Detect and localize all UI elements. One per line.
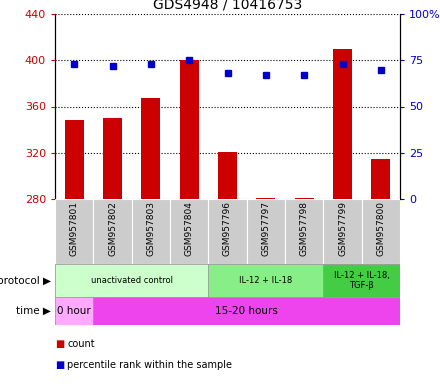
Bar [55, 199, 93, 264]
Bar [285, 199, 323, 264]
Text: protocol ▶: protocol ▶ [0, 275, 51, 285]
Bar [323, 264, 400, 297]
Text: 15-20 hours: 15-20 hours [215, 306, 278, 316]
Bar [208, 199, 247, 264]
Bar [208, 264, 323, 297]
Bar [218, 152, 237, 199]
Text: GSM957798: GSM957798 [300, 201, 309, 256]
Text: GSM957799: GSM957799 [338, 201, 347, 256]
Text: percentile rank within the sample: percentile rank within the sample [67, 360, 232, 370]
Text: IL-12 + IL-18: IL-12 + IL-18 [239, 276, 293, 285]
Text: IL-12 + IL-18,
TGF-β: IL-12 + IL-18, TGF-β [334, 271, 389, 290]
Text: time ▶: time ▶ [16, 306, 51, 316]
Bar [371, 159, 390, 199]
Title: GDS4948 / 10416753: GDS4948 / 10416753 [153, 0, 302, 12]
Bar [333, 49, 352, 199]
Text: 0 hour: 0 hour [57, 306, 91, 316]
Bar [362, 199, 400, 264]
Bar [65, 120, 84, 199]
Bar [247, 199, 285, 264]
Bar [93, 199, 132, 264]
Bar [93, 297, 400, 325]
Text: GSM957796: GSM957796 [223, 201, 232, 256]
Text: ■: ■ [55, 339, 64, 349]
Text: GSM957802: GSM957802 [108, 201, 117, 256]
Bar [103, 118, 122, 199]
Bar [256, 198, 275, 199]
Bar [170, 199, 208, 264]
Text: unactivated control: unactivated control [91, 276, 172, 285]
Bar [323, 199, 362, 264]
Bar [132, 199, 170, 264]
Text: GSM957800: GSM957800 [376, 201, 385, 256]
Bar [180, 60, 199, 199]
Bar [141, 98, 161, 199]
Text: GSM957803: GSM957803 [147, 201, 155, 256]
Text: GSM957804: GSM957804 [185, 201, 194, 256]
Bar [295, 198, 314, 199]
Text: ■: ■ [55, 360, 64, 370]
Text: count: count [67, 339, 95, 349]
Text: GSM957801: GSM957801 [70, 201, 79, 256]
Bar [55, 264, 208, 297]
Bar [55, 297, 93, 325]
Text: GSM957797: GSM957797 [261, 201, 270, 256]
